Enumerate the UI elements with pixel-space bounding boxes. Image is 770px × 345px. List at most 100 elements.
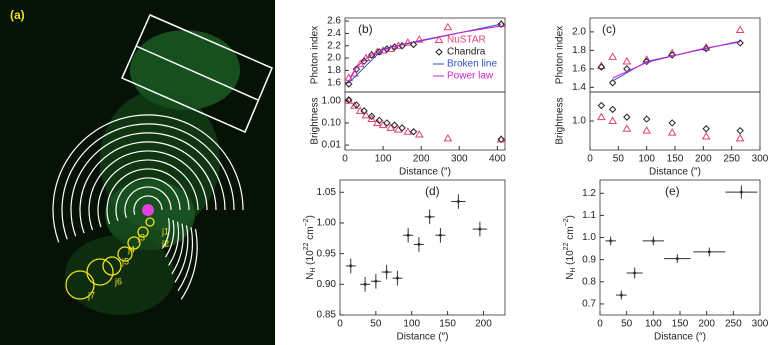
data-point — [623, 113, 631, 121]
x-tick-label: 100 — [375, 154, 392, 165]
legend-label: Chandra — [447, 47, 486, 58]
x-tick-label: 250 — [723, 154, 740, 165]
data-point — [352, 65, 361, 73]
data-point — [375, 116, 383, 125]
x-tick-label: 100 — [403, 319, 420, 330]
emission — [65, 235, 175, 315]
data-point — [668, 119, 676, 127]
data-point — [395, 276, 399, 280]
jet-region — [145, 217, 155, 227]
plot-frame — [589, 91, 761, 151]
data-point — [385, 270, 389, 274]
legend-label: NuSTAR — [447, 35, 486, 46]
data-point — [497, 20, 505, 28]
annulus — [106, 168, 190, 225]
legend-label: Power law — [447, 71, 494, 82]
data-point — [383, 119, 391, 127]
data-point — [438, 233, 442, 237]
data-point — [363, 282, 367, 286]
panel-label: (b) — [358, 22, 373, 36]
label-part: (10 — [565, 250, 576, 268]
y-tick-label: 2.0 — [572, 27, 586, 38]
region-label: j6 — [114, 276, 122, 286]
data-point — [597, 101, 606, 110]
region-label: j4 — [127, 244, 135, 254]
x-tick-label: 100 — [638, 154, 655, 165]
data-point — [701, 131, 711, 140]
y-tick-label: 0.8 — [582, 276, 596, 287]
region-label: j2 — [161, 238, 169, 248]
data-point — [373, 118, 382, 126]
annulus — [88, 150, 208, 231]
x-tick-label: 150 — [672, 319, 689, 330]
panel-label: (a) — [10, 8, 25, 22]
y-tick-label: 1.2 — [582, 188, 596, 199]
data-point — [642, 57, 651, 66]
x-tick-label: 250 — [725, 319, 742, 330]
x-tick-label: 0 — [342, 154, 348, 165]
data-point — [403, 127, 413, 135]
data-point — [608, 116, 618, 124]
label-part: H — [310, 268, 317, 273]
y-axis-label: NH (1022 cm−2) — [563, 215, 577, 280]
x-tick-label: 200 — [698, 319, 715, 330]
data-point — [398, 124, 406, 132]
jet-region — [117, 246, 133, 262]
data-point — [409, 40, 418, 49]
y-tick-label: 1.00 — [322, 95, 342, 106]
x-axis-label: Distance (″) — [649, 167, 701, 178]
y-axis-label: Brightness — [310, 97, 321, 144]
region-label: j1 — [161, 226, 169, 236]
data-point — [736, 39, 744, 47]
jet-region — [65, 270, 95, 300]
image-panel: (a) — [0, 0, 275, 345]
x-tick-label: 50 — [370, 319, 382, 330]
x-tick-label: 0 — [587, 154, 593, 165]
x-axis-label: Distance (″) — [397, 332, 449, 343]
data-point — [642, 115, 651, 123]
data-point — [361, 110, 371, 119]
data-point — [414, 130, 424, 138]
data-point — [597, 63, 606, 71]
legend-marker — [435, 48, 443, 56]
label-part: 22 — [563, 242, 570, 250]
label-part: cm — [565, 226, 576, 242]
data-point — [349, 264, 353, 268]
data-point — [735, 133, 745, 142]
region-box — [121, 14, 273, 133]
data-point — [633, 271, 637, 275]
y-tick-label: 1.6 — [327, 77, 341, 88]
x-tick-label: 0 — [337, 319, 343, 330]
x-tick-label: 200 — [475, 319, 492, 330]
region-label: j7 — [87, 290, 95, 300]
data-point — [345, 80, 353, 88]
label-part: H — [570, 268, 577, 273]
plot-frame — [339, 179, 506, 316]
jet-region — [86, 258, 114, 286]
label-part: N — [305, 273, 316, 280]
x-tick-label: 200 — [695, 154, 712, 165]
panel-label: (e) — [665, 184, 680, 198]
data-point — [622, 124, 632, 132]
data-point — [707, 250, 711, 254]
data-point — [352, 101, 361, 109]
fit-line — [348, 25, 502, 82]
annulus — [52, 114, 244, 243]
x-tick-label: 100 — [645, 319, 662, 330]
annulus — [124, 186, 172, 219]
data-point — [428, 215, 432, 219]
y-tick-label: 1.0 — [572, 116, 586, 127]
emission — [130, 30, 240, 110]
x-tick-label: 150 — [439, 319, 456, 330]
label-part: cm — [305, 226, 316, 242]
y-tick-label: 1.05 — [317, 187, 337, 198]
data-point — [406, 233, 410, 237]
y-axis-label: Photon index — [555, 26, 566, 84]
data-point — [608, 79, 617, 87]
data-point — [350, 69, 359, 77]
x-tick-label: 50 — [613, 154, 625, 165]
y-tick-label: 2.6 — [327, 16, 341, 27]
x-tick-label: 300 — [752, 154, 769, 165]
y-tick-label: 0.9 — [582, 254, 596, 265]
